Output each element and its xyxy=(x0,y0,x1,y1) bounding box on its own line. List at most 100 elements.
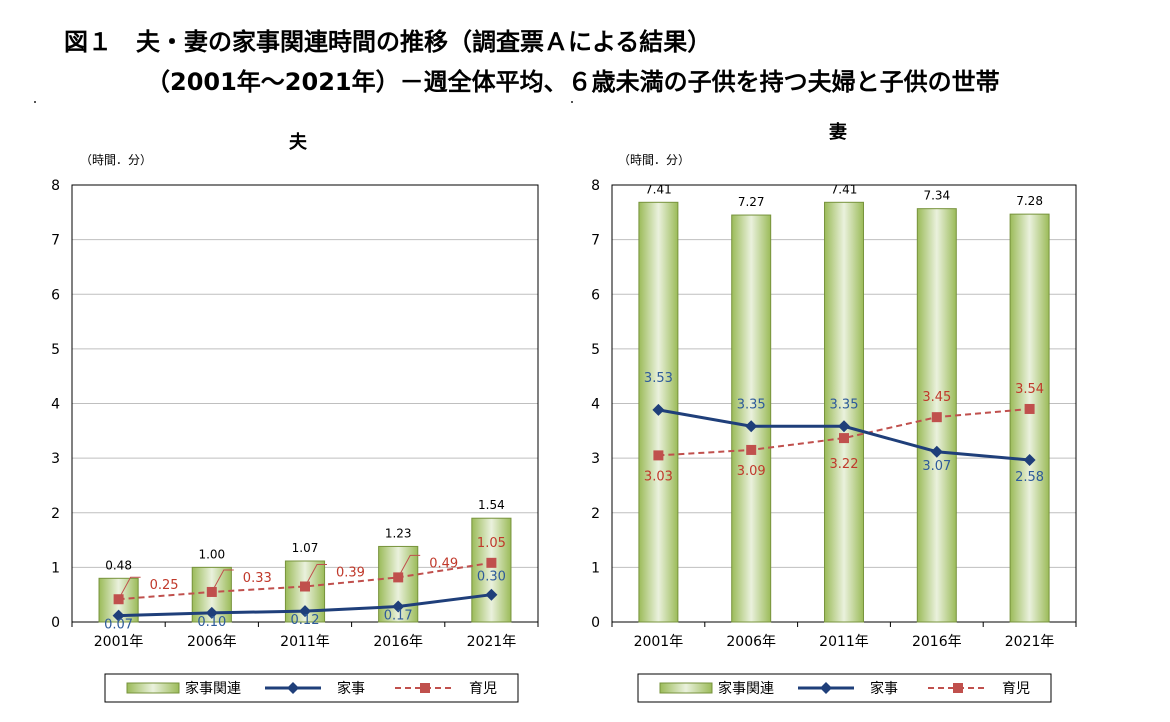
label-leader-line xyxy=(304,563,327,587)
point-label-ikuji: 3.09 xyxy=(737,464,766,479)
stray-dot xyxy=(34,101,36,103)
point-label-kaji: 0.07 xyxy=(104,618,133,633)
legend-label: 家事 xyxy=(337,680,365,697)
point-kaji xyxy=(838,420,850,433)
series-line-ikuji xyxy=(658,407,1030,457)
point-label-kaji: 0.17 xyxy=(384,609,413,624)
bar-value-label: 7.34 xyxy=(923,189,950,203)
legend-label: 育児 xyxy=(469,681,497,697)
point-kaji xyxy=(205,606,218,619)
bar-value-label: 1.07 xyxy=(292,541,319,555)
bar-value-label: 7.28 xyxy=(1016,194,1043,208)
point-label-kaji: 0.10 xyxy=(197,615,226,630)
point-ikuji xyxy=(746,444,757,455)
legend-swatch-kaji-marker xyxy=(287,682,299,694)
point-label-kaji: 3.53 xyxy=(644,371,673,386)
point-label-ikuji: 1.05 xyxy=(477,536,506,551)
point-kaji xyxy=(112,609,125,622)
point-ikuji xyxy=(486,557,497,568)
point-label-ikuji: 0.39 xyxy=(336,565,365,580)
point-kaji xyxy=(299,605,311,618)
point-label-kaji: 0.12 xyxy=(291,613,320,628)
y-tick-label: 8 xyxy=(591,178,600,194)
point-kaji xyxy=(1023,453,1036,466)
legend-swatch-ikuji-marker xyxy=(953,683,963,693)
bar-kaji-kanren xyxy=(1009,213,1050,623)
y-tick-label: 0 xyxy=(51,615,60,631)
y-tick-label: 3 xyxy=(591,451,600,467)
legend-swatch-kaji-marker xyxy=(820,682,832,694)
y-tick-label: 2 xyxy=(591,506,600,522)
y-tick-label: 6 xyxy=(591,287,600,303)
point-kaji xyxy=(745,420,758,433)
label-leader-line xyxy=(211,569,234,593)
x-tick-label: 2016年 xyxy=(912,634,962,650)
point-kaji xyxy=(485,588,498,601)
y-tick-label: 3 xyxy=(51,451,60,467)
point-label-ikuji: 0.33 xyxy=(243,571,272,586)
bar-value-label: 1.23 xyxy=(385,526,412,540)
legend-label: 家事関連 xyxy=(185,680,241,697)
x-tick-label: 2001年 xyxy=(634,634,684,650)
figure-subtitle: （2001年～2021年）－週全体平均、６歳未満の子供を持つ夫婦と子供の世帯 xyxy=(146,68,1000,96)
legend-label: 家事 xyxy=(870,680,898,697)
legend-swatch-bar xyxy=(126,682,180,694)
chart-title: 夫 xyxy=(289,131,308,153)
y-tick-label: 6 xyxy=(51,287,60,303)
y-tick-label: 2 xyxy=(51,506,60,522)
legend-label: 育児 xyxy=(1002,681,1030,697)
y-tick-label: 4 xyxy=(591,397,600,413)
y-tick-label: 7 xyxy=(51,233,60,249)
x-tick-label: 2006年 xyxy=(726,634,776,650)
point-label-kaji: 3.35 xyxy=(830,397,859,412)
point-ikuji xyxy=(839,433,849,444)
x-tick-label: 2016年 xyxy=(373,634,423,650)
y-axis-unit-label: （時間．分） xyxy=(618,153,690,167)
point-ikuji xyxy=(653,450,664,461)
bar-kaji-kanren xyxy=(824,201,864,623)
x-tick-label: 2021年 xyxy=(1005,634,1055,650)
bar-value-label: 1.54 xyxy=(478,498,505,512)
y-tick-label: 1 xyxy=(51,560,60,576)
point-label-kaji: 3.07 xyxy=(922,459,951,474)
y-tick-label: 1 xyxy=(591,560,600,576)
x-tick-label: 2006年 xyxy=(187,634,237,650)
y-tick-label: 7 xyxy=(591,233,600,249)
x-tick-label: 2011年 xyxy=(819,634,869,650)
point-kaji xyxy=(652,403,665,416)
figure-title: 図１ 夫・妻の家事関連時間の推移（調査票Ａによる結果） xyxy=(64,28,712,56)
y-tick-label: 5 xyxy=(51,342,60,358)
point-label-ikuji: 3.54 xyxy=(1015,382,1044,397)
legend-label: 家事関連 xyxy=(718,680,774,697)
point-label-ikuji: 3.03 xyxy=(644,469,673,484)
point-label-ikuji: 3.22 xyxy=(830,457,859,472)
y-tick-label: 0 xyxy=(591,615,600,631)
point-kaji xyxy=(392,600,405,613)
series-line-ikuji xyxy=(118,561,492,601)
point-ikuji xyxy=(931,412,942,423)
chart-title: 妻 xyxy=(829,122,847,143)
point-label-ikuji: 3.45 xyxy=(922,390,951,405)
point-ikuji xyxy=(1024,403,1035,414)
bar-value-label: 7.27 xyxy=(738,195,765,209)
x-tick-label: 2011年 xyxy=(280,634,330,650)
bar-value-label: 7.41 xyxy=(831,182,858,196)
legend-swatch-bar xyxy=(659,682,713,694)
bar-value-label: 0.48 xyxy=(105,558,132,572)
label-leader-line xyxy=(118,576,141,600)
point-label-ikuji: 0.25 xyxy=(150,578,179,593)
point-label-kaji: 3.35 xyxy=(737,397,766,412)
point-label-kaji: 0.30 xyxy=(477,570,506,585)
bar-value-label: 1.00 xyxy=(198,547,225,561)
y-tick-label: 5 xyxy=(591,342,600,358)
stray-dot xyxy=(571,101,573,103)
x-tick-label: 2001年 xyxy=(94,634,144,650)
label-leader-line xyxy=(397,554,421,578)
point-label-ikuji: 0.49 xyxy=(429,556,458,571)
point-label-kaji: 2.58 xyxy=(1015,470,1044,485)
bar-value-label: 7.41 xyxy=(645,182,672,196)
x-tick-label: 2021年 xyxy=(467,634,517,650)
point-kaji xyxy=(930,445,943,458)
y-axis-unit-label: （時間．分） xyxy=(80,153,152,167)
